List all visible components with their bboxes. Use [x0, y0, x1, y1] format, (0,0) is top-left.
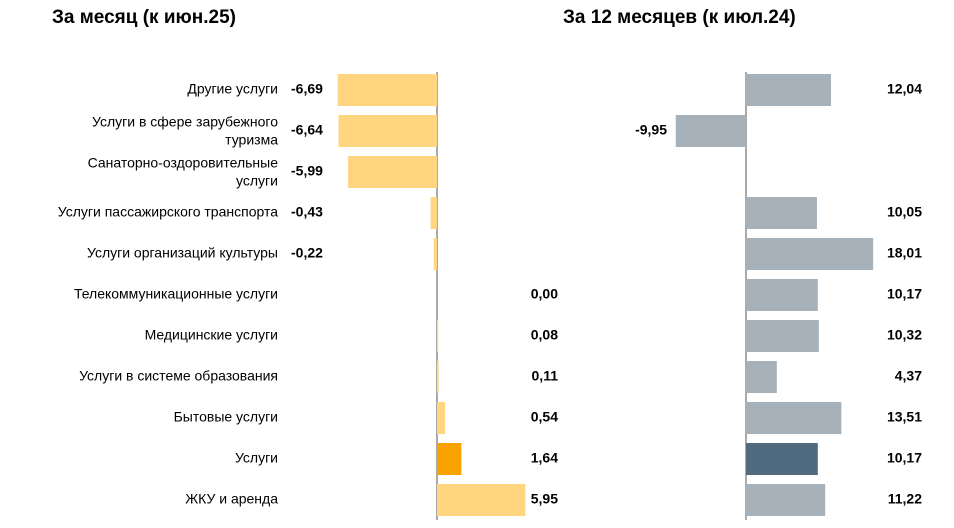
value-label-month: 0,00: [531, 286, 558, 302]
bar-month: [437, 484, 526, 516]
bar-month: [433, 238, 437, 270]
bar-month: [430, 197, 437, 229]
bar-year: [746, 197, 817, 229]
value-label-month: 0,54: [531, 409, 558, 425]
bar-month: [437, 443, 462, 475]
category-label: Услуги: [235, 450, 278, 466]
category-label: Телекоммуникационные услуги: [74, 286, 278, 302]
value-label-month: -5,99: [291, 163, 323, 179]
bar-month: [348, 156, 437, 188]
value-label-year: 10,05: [887, 204, 922, 220]
bar-year: [675, 115, 746, 147]
bar-year: [746, 361, 777, 393]
value-label-month: 1,64: [531, 450, 558, 466]
value-label-year: 10,17: [887, 286, 922, 302]
value-label-month: 5,95: [531, 491, 558, 507]
category-label: Санаторно-оздоровительные: [88, 155, 279, 171]
bar-year: [746, 238, 874, 270]
bar-month: [437, 361, 439, 393]
bar-year: [746, 402, 842, 434]
category-label: туризма: [225, 132, 278, 148]
bar-month: [338, 115, 437, 147]
value-label-year: 13,51: [887, 409, 922, 425]
category-label: Медицинские услуги: [145, 327, 278, 343]
value-label-year: 11,22: [888, 491, 922, 507]
bar-month: [437, 402, 446, 434]
value-label-year: 18,01: [887, 245, 922, 261]
value-label-year: -9,95: [635, 122, 667, 138]
chart-title-year: За 12 месяцев (к июл.24): [563, 7, 796, 28]
bar-month: [337, 74, 437, 106]
category-label: Услуги в сфере зарубежного: [92, 114, 278, 130]
category-label: Другие услуги: [187, 81, 278, 97]
value-label-month: -0,43: [291, 204, 323, 220]
bar-year: [746, 484, 826, 516]
category-label: Услуги пассажирского транспорта: [58, 204, 278, 220]
category-label: ЖКУ и аренда: [185, 491, 278, 507]
category-label: услуги: [236, 173, 278, 189]
category-label: Услуги организаций культуры: [87, 245, 278, 261]
value-label-month: 0,08: [531, 327, 558, 343]
category-label: Бытовые услуги: [174, 409, 278, 425]
bar-year: [746, 443, 818, 475]
value-label-year: 10,32: [887, 327, 922, 343]
value-label-year: 12,04: [887, 81, 922, 97]
value-label-month: -6,64: [291, 122, 323, 138]
value-label-year: 4,37: [895, 368, 922, 384]
bar-month: [437, 320, 439, 352]
bar-year: [746, 279, 818, 311]
bar-year: [746, 320, 819, 352]
value-label-month: -0,22: [291, 245, 323, 261]
bar-year: [746, 74, 832, 106]
chart-title-month: За месяц (к июн.25): [52, 7, 236, 28]
value-label-month: -6,69: [291, 81, 323, 97]
category-label: Услуги в системе образования: [79, 368, 278, 384]
value-label-month: 0,11: [532, 368, 559, 384]
value-label-year: 10,17: [887, 450, 922, 466]
